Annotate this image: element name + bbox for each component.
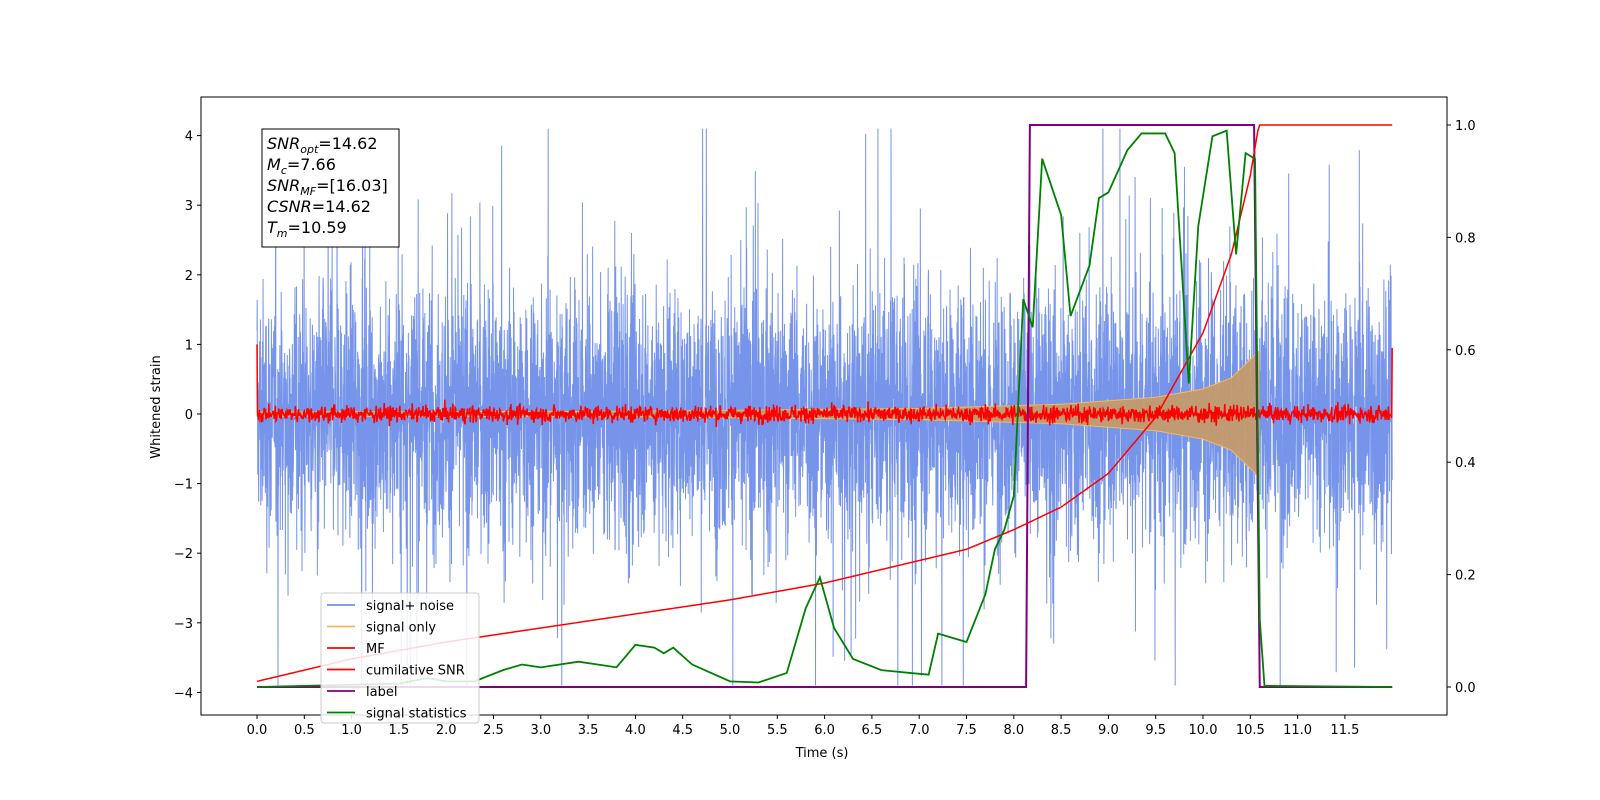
x-tick-label: 2.0 <box>436 723 457 738</box>
annotation-line: SNRMF=[16.03] <box>267 176 388 198</box>
x-tick-label: 3.0 <box>530 723 551 738</box>
annotation-line: Tm=10.59 <box>267 218 347 240</box>
series-label <box>257 124 1393 688</box>
x-tick-label: 3.5 <box>578 723 599 738</box>
y-axis-label: Whitened strain <box>149 355 164 458</box>
annotation-line: SNRopt=14.62 <box>267 134 378 156</box>
plot-frame <box>200 96 1448 716</box>
x-tick-label: 11.5 <box>1330 723 1359 738</box>
y2-tick-label: 0.8 <box>1455 231 1476 246</box>
x-tick-label: 8.5 <box>1051 723 1072 738</box>
x-tick-label: 6.5 <box>862 723 883 738</box>
legend-entry: signal+ noise <box>366 599 454 614</box>
y-tick-label: 3 <box>185 199 193 214</box>
y-tick-label: 2 <box>185 269 193 284</box>
legend-entry: MF <box>366 642 385 657</box>
y2-tick-label: 1.0 <box>1455 119 1476 134</box>
legend-entry: cumilative SNR <box>366 664 465 679</box>
x-tick-label: 2.5 <box>483 723 504 738</box>
y-tick-label: 0 <box>185 408 193 423</box>
legend-entry: signal only <box>366 621 436 636</box>
x-tick-label: 1.5 <box>389 723 410 738</box>
plot-layer <box>256 124 1393 688</box>
x-tick-label: 10.0 <box>1189 723 1218 738</box>
annotation-line: Mc=7.66 <box>267 155 336 177</box>
y-tick-label: −2 <box>174 547 193 562</box>
x-tick-label: 4.5 <box>672 723 693 738</box>
x-tick-label: 8.0 <box>1003 723 1024 738</box>
y-tick-label: −4 <box>174 686 193 701</box>
x-tick-label: 4.0 <box>625 723 646 738</box>
annotation-box: SNRopt=14.62Mc=7.66SNRMF=[16.03]CSNR=14.… <box>261 128 400 248</box>
legend-entry: signal statistics <box>366 707 467 722</box>
series-mf <box>256 344 1393 428</box>
y2-tick-label: 0.4 <box>1455 456 1476 471</box>
legend-frame <box>320 592 480 724</box>
x-tick-label: 11.0 <box>1283 723 1312 738</box>
x-tick-label: 0.5 <box>294 723 315 738</box>
series-signal-plus-noise <box>256 128 1393 686</box>
x-axis-label: Time (s) <box>795 746 849 761</box>
x-tick-label: 5.5 <box>767 723 788 738</box>
y2-tick-label: 0.6 <box>1455 344 1476 359</box>
annotation-line: CSNR=14.62 <box>267 197 371 216</box>
legend: signal+ noise signal only MF cumilative SNR… <box>320 592 480 724</box>
x-tick-label: 9.0 <box>1098 723 1119 738</box>
legend-entry: label <box>366 685 397 700</box>
y-tick-label: 4 <box>185 130 193 145</box>
annotation-frame <box>261 128 400 248</box>
y2-tick-label: 0.2 <box>1455 569 1476 584</box>
y-axis-ticks: 4 3 2 1 0 −1 −2 −3 −4 <box>174 130 201 701</box>
x-tick-label: 6.0 <box>814 723 835 738</box>
x-tick-label: 9.5 <box>1145 723 1166 738</box>
y-tick-label: −3 <box>174 617 193 632</box>
y-tick-label: −1 <box>174 478 193 493</box>
y2-axis-ticks: 1.0 0.8 0.6 0.4 0.2 0.0 <box>1447 119 1476 696</box>
x-tick-label: 0.0 <box>247 723 268 738</box>
y2-tick-label: 0.0 <box>1455 681 1476 696</box>
x-tick-label: 7.5 <box>956 723 977 738</box>
x-tick-label: 1.0 <box>341 723 362 738</box>
x-tick-label: 7.0 <box>909 723 930 738</box>
x-tick-label: 5.0 <box>720 723 741 738</box>
y-tick-label: 1 <box>185 338 193 353</box>
x-tick-label: 10.5 <box>1236 723 1265 738</box>
series-signal-statistics <box>256 129 1393 688</box>
x-axis-ticks: 0.0 0.5 1.0 1.5 2.0 2.5 3.0 3.5 4.0 4.5 5.0 5.5 6.0 6… <box>247 715 1359 738</box>
